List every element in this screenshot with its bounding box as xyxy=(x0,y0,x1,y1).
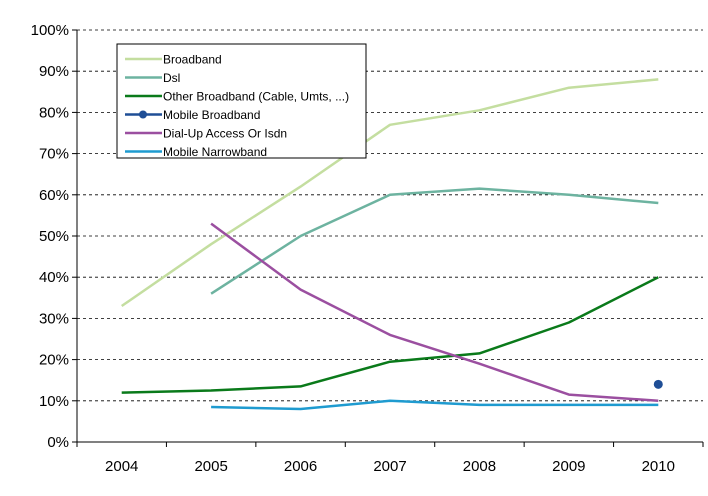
x-tick-label: 2010 xyxy=(642,458,675,475)
y-tick-label: 70% xyxy=(39,146,69,163)
y-tick-label: 40% xyxy=(39,269,69,286)
y-axis-ticks: 0% 10% 20% 30% 40% 50% 60% 70% 80% 90% 100% xyxy=(31,22,77,451)
y-tick-label: 20% xyxy=(39,352,69,369)
legend-label: Dial-Up Access Or Isdn xyxy=(163,127,287,141)
y-tick-label: 60% xyxy=(39,187,69,204)
legend: Broadband Dsl Other Broadband (Cable, Umts… xyxy=(116,43,367,159)
x-tick-label: 2009 xyxy=(552,458,585,475)
legend-box xyxy=(116,43,367,159)
y-tick-label: 30% xyxy=(39,310,69,327)
x-tick-label: 2006 xyxy=(284,458,317,475)
series-line-mobile-narrowband xyxy=(211,399,659,411)
series-line-dial-up-access-or-isdn xyxy=(210,222,659,403)
series-line-broadband xyxy=(120,78,659,308)
legend-label: Dsl xyxy=(163,71,180,85)
data-point-marker xyxy=(653,379,663,389)
y-tick-label: 10% xyxy=(39,393,69,410)
y-tick-label: 90% xyxy=(39,63,69,80)
x-axis-ticks: 2004 2005 2006 2007 2008 2009 2010 xyxy=(76,442,704,475)
legend-label: Broadband xyxy=(163,53,222,67)
legend-label: Mobile Narrowband xyxy=(163,145,267,159)
y-tick-label: 0% xyxy=(47,434,69,451)
x-tick-label: 2004 xyxy=(105,458,138,475)
legend-label: Other Broadband (Cable, Umts, ...) xyxy=(163,90,349,104)
y-tick-label: 100% xyxy=(31,22,69,39)
series-lines xyxy=(120,78,663,411)
series-line-dsl xyxy=(210,187,659,295)
x-tick-label: 2008 xyxy=(463,458,496,475)
legend-marker xyxy=(139,110,147,119)
series-line-other-broadband-cable-umts xyxy=(121,276,659,394)
legend-label: Mobile Broadband xyxy=(163,108,260,122)
x-tick-label: 2007 xyxy=(373,458,406,475)
y-tick-label: 80% xyxy=(39,104,69,121)
y-tick-label: 50% xyxy=(39,228,69,245)
x-tick-label: 2005 xyxy=(194,458,227,475)
